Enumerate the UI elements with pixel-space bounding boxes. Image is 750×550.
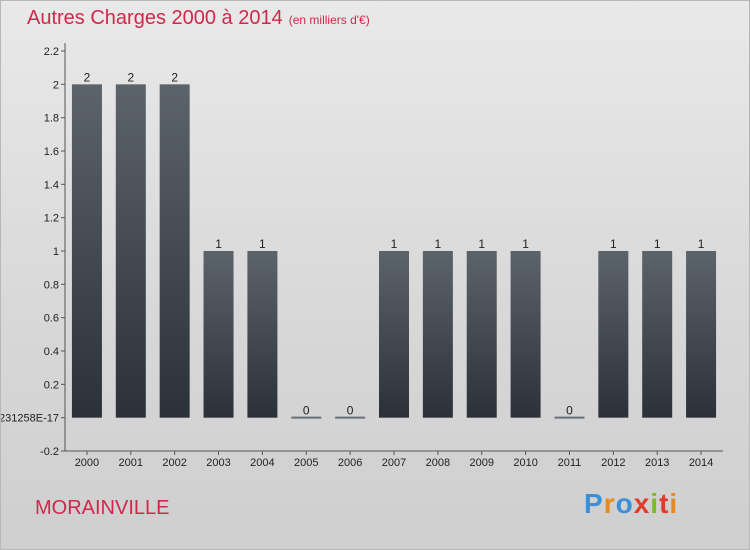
logo-letter: t [659,488,670,519]
y-tick-label: 2 [53,79,59,91]
chart-subtitle: (en milliers d'€) [288,13,370,27]
bar [686,251,717,418]
bar [159,84,190,418]
logo-letter: i [650,488,660,519]
bar-value-label: 2 [127,70,134,84]
y-tick-label: 1.8 [44,113,59,125]
bar [247,251,278,418]
bar [642,251,673,418]
x-tick-label: 2002 [162,457,186,469]
x-tick-label: 2004 [250,457,274,469]
x-tick-label: 2010 [513,457,537,469]
bar-value-label: 1 [478,237,485,251]
proxiti-logo[interactable]: Proxiti [584,488,678,520]
bar-value-label: 1 [698,237,705,251]
chart-title-text: Autres Charges 2000 à 2014 [27,7,283,29]
y-tick-label: 1.6 [44,146,59,158]
x-tick-label: 2003 [206,457,230,469]
bar-value-label: 1 [654,237,661,251]
bar [598,251,629,418]
x-tick-label: 2012 [601,457,625,469]
chart-title: Autres Charges 2000 à 2014 (en milliers d… [27,7,370,30]
y-tick-label: 0.4 [44,346,59,358]
x-tick-label: 2001 [119,457,143,469]
x-tick-label: 2009 [469,457,493,469]
bar-value-label: 0 [303,404,310,418]
logo-letter: o [615,488,634,519]
x-tick-label: 2008 [426,457,450,469]
x-tick-label: 2005 [294,457,318,469]
bar [510,251,541,418]
x-tick-label: 2011 [558,457,582,469]
y-tick-label: 2.2 [44,46,59,58]
bar-value-label: 1 [215,237,222,251]
y-tick-label: 0.6 [44,313,59,325]
bar-value-label: 2 [84,70,91,84]
bar-value-label: 0 [566,404,573,418]
x-tick-label: 2006 [338,457,362,469]
bar [115,84,146,418]
bar [379,251,409,418]
x-tick-label: 2000 [75,457,99,469]
x-tick-label: 2007 [382,457,406,469]
y-tick-label: 1.4 [44,179,59,191]
y-tick-label: 0.2 [44,379,59,391]
y-tick-label: -0.2 [40,446,59,458]
bar-value-label: 1 [610,237,617,251]
x-tick-label: 2013 [645,457,669,469]
logo-letter: x [633,488,651,519]
logo-letter: i [669,488,679,519]
bar [71,84,102,418]
commune-name: MORAINVILLE [35,497,170,519]
y-tick-label: -5.5511151231258E-17 [1,413,59,425]
logo-letter: P [584,488,604,519]
bar [203,251,234,418]
bar-value-label: 1 [522,237,529,251]
y-tick-label: 0.8 [44,279,59,291]
y-tick-label: 1.2 [44,213,59,225]
bar-value-label: 1 [435,237,442,251]
bar-value-label: 1 [259,237,266,251]
y-tick-label: 1 [53,246,59,258]
bar [422,251,453,418]
bar-value-label: 1 [391,237,398,251]
bar-value-label: 0 [347,404,354,418]
bar-value-label: 2 [171,70,178,84]
logo-letter: r [603,488,616,519]
x-tick-label: 2014 [689,457,713,469]
bar [466,251,497,418]
